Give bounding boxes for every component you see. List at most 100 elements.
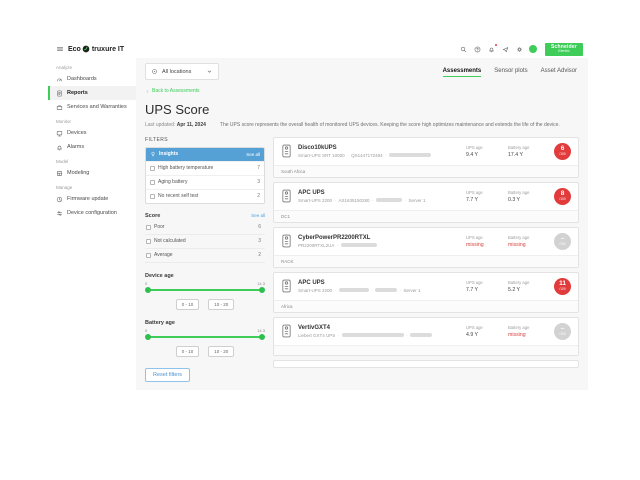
- score-value: 8: [560, 189, 565, 197]
- ups-device-icon: [282, 234, 291, 248]
- device-subtitle: Smart-UPS SRT 10000 · QS1447172494 ·: [298, 153, 460, 158]
- battery-age-slider-handle-max[interactable]: [259, 333, 265, 340]
- subtitle-separator: ·: [404, 197, 407, 203]
- page-title: UPS Score: [145, 101, 210, 117]
- insight-filter-high-battery-temperature[interactable]: High battery temperature 7: [146, 160, 264, 175]
- score-filter-not-calculated[interactable]: Not calculated 3: [145, 235, 265, 249]
- device-name: CyberPowerPR2200RTXL: [298, 234, 371, 241]
- reset-filters-button[interactable]: Reset filters: [145, 367, 191, 382]
- device-card[interactable]: Disco10kUPS Smart-UPS SRT 10000 · QS144717…: [273, 136, 579, 178]
- score-section-header: Score See all: [145, 213, 265, 219]
- device-location[interactable]: South Africa: [274, 164, 578, 177]
- main-top-row: All locations Assessments Sensor plots Ass…: [145, 63, 579, 80]
- device-location[interactable]: RACK: [274, 254, 578, 267]
- device-card[interactable]: VertivGXT4 Liebert GXT4 UPS · · UPS age 4.…: [273, 316, 579, 356]
- battery-age-label: Battery age: [508, 324, 530, 330]
- feedback-icon[interactable]: [501, 45, 510, 54]
- device-age-slider[interactable]: 0 14.3: [145, 280, 265, 295]
- insight-filter-no-recent-self-test[interactable]: No recent self test 2: [146, 188, 264, 203]
- device-identity: APC UPS Smart-UPS 2200 · AS1635150280 · · Ser…: [298, 190, 460, 203]
- checkbox[interactable]: [146, 238, 151, 244]
- app-shell: Analyze Dashboards Reports Services and War…: [48, 58, 588, 390]
- device-age-title: Device age: [145, 272, 174, 279]
- filter-label: Poor: [154, 224, 165, 230]
- redacted-text: [375, 287, 398, 293]
- device-config-icon: [57, 210, 62, 216]
- ups-age-value: 7.7 Y: [466, 196, 479, 203]
- last-updated-label: Last updated:: [145, 121, 176, 128]
- sidebar-item-devices[interactable]: Devices: [48, 126, 136, 140]
- device-name: APC UPS: [298, 279, 325, 286]
- checkbox[interactable]: [146, 252, 151, 258]
- subtitle-separator: ·: [347, 152, 349, 158]
- battery-age-slider[interactable]: 0 14.3: [145, 327, 265, 342]
- filter-label: High battery temperature: [158, 165, 214, 171]
- battery-age-column: Battery age 5.2 Y: [508, 280, 544, 293]
- checkbox[interactable]: [150, 165, 155, 171]
- tab-assessments[interactable]: Assessments: [442, 68, 482, 77]
- device-list: Disco10kUPS Smart-UPS SRT 10000 · QS144717…: [273, 136, 579, 382]
- device-card[interactable]: APC UPS Smart-UPS 2200 · · · Server 1 UPS ag…: [273, 271, 579, 313]
- device-age-slider-handle-min[interactable]: [145, 286, 151, 293]
- search-icon[interactable]: [459, 45, 468, 54]
- sidebar-item-alarms[interactable]: Alarms: [48, 140, 136, 154]
- device-age-slider-track[interactable]: [145, 286, 265, 293]
- services-icon: [56, 104, 63, 110]
- battery-age-slider-handle-min[interactable]: [145, 333, 151, 340]
- redacted-text: [376, 197, 403, 203]
- subtitle-text: PR2200RTXL2UA: [298, 242, 335, 248]
- device-location[interactable]: [274, 344, 578, 355]
- ups-age-column: UPS age 9.4 Y: [466, 145, 502, 158]
- filter-count: 6: [258, 224, 261, 230]
- checkbox[interactable]: [150, 193, 155, 199]
- device-age-slider-handle-max[interactable]: [259, 286, 265, 293]
- device-age-range-button[interactable]: 10 - 20: [208, 298, 235, 310]
- score-see-all-link[interactable]: See all: [251, 213, 265, 218]
- subtitle-separator: ·: [385, 152, 387, 158]
- notifications-icon[interactable]: [487, 42, 498, 54]
- sidebar-item-dashboards[interactable]: Dashboards: [48, 72, 136, 86]
- battery-age-range-button[interactable]: 10 - 20: [208, 345, 235, 357]
- subtitle-separator: ·: [334, 197, 337, 203]
- insights-see-all-link[interactable]: See all: [246, 151, 260, 157]
- device-card[interactable]: CyberPowerPR2200RTXL PR2200RTXL2UA · UPS …: [273, 226, 579, 268]
- tab-sensor-plots[interactable]: Sensor plots: [494, 68, 528, 74]
- sidebar-item-device-configuration[interactable]: Device configuration: [48, 206, 136, 220]
- device-location[interactable]: Africa: [274, 299, 578, 312]
- menu-icon[interactable]: [55, 45, 64, 54]
- sidebar-item-firmware-update[interactable]: Firmware update: [48, 192, 136, 206]
- help-icon[interactable]: [473, 45, 482, 54]
- filter-count: 2: [257, 193, 260, 199]
- brand-text-suffix: truxure IT: [91, 45, 125, 53]
- subtitle-separator: ·: [334, 287, 337, 293]
- insight-filter-aging-battery[interactable]: Aging battery 3: [146, 174, 264, 189]
- ecostruxure-logo-icon: [83, 45, 90, 53]
- device-card[interactable]: APC UPS Smart-UPS 2200 · AS1635150280 · · Ser…: [273, 181, 579, 223]
- sidebar-item-reports[interactable]: Reports: [48, 86, 136, 100]
- device-name: APC UPS: [298, 189, 325, 196]
- filters-label: FILTERS: [145, 136, 168, 143]
- filter-label: No recent self test: [158, 193, 199, 199]
- sidebar-item-services-and-warranties[interactable]: Services and Warranties: [48, 100, 136, 114]
- score-value: –: [560, 324, 565, 332]
- battery-age-label: Battery age: [508, 279, 530, 285]
- gear-icon[interactable]: [515, 45, 524, 54]
- checkbox[interactable]: [146, 224, 151, 230]
- schneider-electric-logo[interactable]: Schneider Electric: [545, 42, 583, 56]
- location-selector[interactable]: All locations: [145, 63, 219, 80]
- checkbox[interactable]: [150, 179, 155, 185]
- device-name: VertivGXT4: [298, 324, 331, 331]
- sidebar-item-modeling[interactable]: Modeling: [48, 166, 136, 180]
- sidebar-item-label: Modeling: [67, 170, 90, 176]
- battery-age-range-button[interactable]: 0 - 10: [175, 345, 200, 357]
- device-location[interactable]: DC1: [274, 209, 578, 222]
- modeling-icon: [57, 170, 62, 176]
- score-filter-average[interactable]: Average 2: [145, 249, 265, 263]
- user-avatar[interactable]: [529, 45, 537, 53]
- back-link[interactable]: Back to Assessments: [145, 88, 200, 94]
- filter-label: Not calculated: [154, 238, 186, 244]
- battery-age-slider-track[interactable]: [145, 333, 265, 340]
- score-filter-poor[interactable]: Poor 6: [145, 221, 265, 235]
- device-age-range-button[interactable]: 0 - 10: [175, 298, 200, 310]
- tab-asset-advisor[interactable]: Asset Advisor: [540, 68, 577, 74]
